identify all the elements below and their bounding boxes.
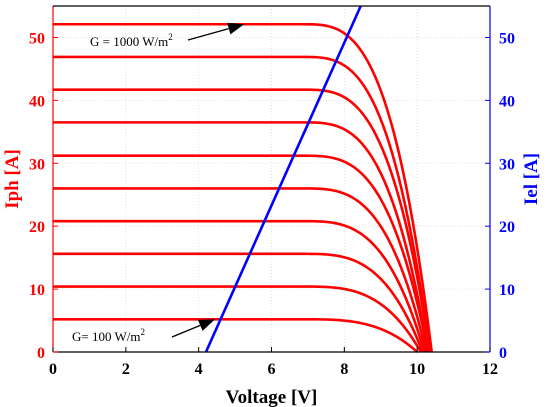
pv-curve-3	[53, 252, 424, 353]
pv-curve-2	[53, 285, 422, 353]
electrolyser-line	[204, 5, 362, 353]
y-left-tick-label: 40	[29, 93, 45, 110]
x-axis-label: Voltage [V]	[226, 387, 318, 407]
annotation-g1000: G = 1000 W/m2	[90, 32, 173, 49]
pv-curve-4	[53, 219, 426, 353]
annotation-g1000-arrow	[187, 22, 245, 41]
annotation-g1000-arrow-head	[227, 22, 245, 35]
y-right-tick-label: 30	[499, 156, 515, 173]
x-tick-label: 8	[340, 361, 348, 378]
pv-curve-9	[53, 55, 432, 353]
annotation-g100-sup: 2	[140, 327, 145, 337]
y-left-tick-label: 20	[29, 219, 45, 236]
annotation-g1000-sup: 2	[168, 32, 173, 42]
y-axis-right-label: Iel [A]	[521, 153, 542, 205]
annotations: G = 1000 W/m2 G= 100 W/m2	[72, 22, 245, 344]
annotation-g1000-text: G = 1000 W/m	[90, 34, 168, 49]
y-right-tick-label: 10	[499, 282, 515, 299]
electrolyser-line-group	[204, 5, 362, 353]
annotation-g100-arrow-shaft	[171, 324, 201, 338]
annotation-g100: G= 100 W/m2	[72, 327, 145, 344]
x-tick-label: 4	[195, 361, 203, 378]
annotation-g100-arrow-head	[197, 319, 216, 331]
pv-curve-7	[53, 121, 430, 353]
y-right-tick-label: 0	[499, 345, 507, 362]
y-left-tick-label: 30	[29, 156, 45, 173]
y-left-tick-label: 10	[29, 282, 45, 299]
y-right-tick-label: 40	[499, 93, 515, 110]
x-tick-label: 2	[122, 361, 130, 378]
annotation-g100-arrow	[171, 319, 216, 338]
y-right-tick-label: 20	[499, 219, 515, 236]
x-tick-label: 12	[482, 361, 498, 378]
pv-curve-1	[53, 317, 419, 353]
y-axis-left-label: Iph [A]	[2, 149, 23, 209]
annotation-g100-text: G= 100 W/m	[72, 329, 140, 344]
x-tick-label: 0	[49, 361, 57, 378]
annotation-g1000-arrow-shaft	[187, 27, 229, 41]
pv-curve-6	[53, 154, 430, 353]
x-tick-label: 6	[268, 361, 276, 378]
pv-curve-5	[53, 187, 428, 353]
pv-curves	[53, 22, 434, 353]
y-right-tick-label: 50	[499, 30, 515, 47]
y-left-tick-label: 0	[37, 345, 45, 362]
x-tick-label: 10	[409, 361, 425, 378]
y-left-tick-label: 50	[29, 30, 45, 47]
pv-curve-8	[53, 88, 432, 353]
